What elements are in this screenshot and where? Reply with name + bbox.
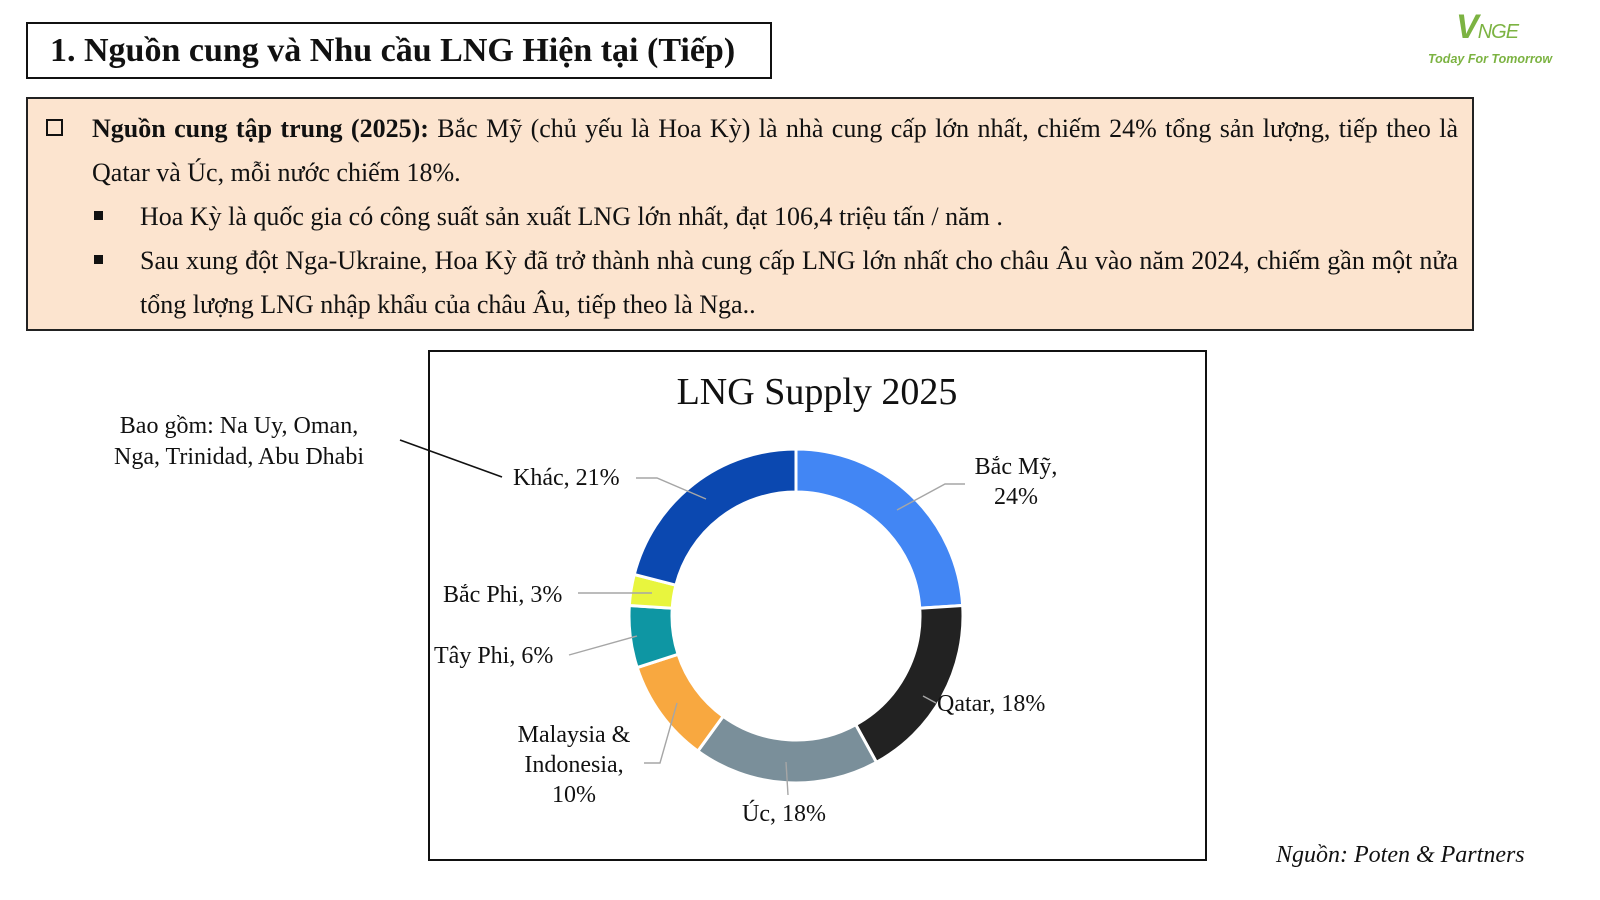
label-bac-my-line1: Bắc Mỹ,	[974, 454, 1058, 480]
label-uc: Úc, 18%	[742, 801, 826, 827]
info-lead: Nguồn cung tập trung (2025): Bắc Mỹ (chủ…	[92, 107, 1458, 195]
page-title: 1. Nguồn cung và Nhu cầu LNG Hiện tại (T…	[26, 22, 772, 79]
checkbox-bullet-icon	[46, 119, 63, 136]
leader-line-malaysia	[644, 702, 678, 764]
others-callout: Bao gồm: Na Uy, Oman, Nga, Trinidad, Abu…	[98, 411, 380, 473]
label-malaysia-line3: 10%	[552, 782, 596, 808]
info-bullet-2: Sau xung đột Nga-Ukraine, Hoa Kỳ đã trở …	[140, 246, 1458, 319]
chart-frame	[428, 350, 1207, 861]
callout-line-1: Bao gồm: Na Uy, Oman,	[119, 413, 359, 439]
info-lead-text: Bắc Mỹ (chủ yếu là Hoa Kỳ) là nhà cung c…	[92, 114, 1458, 187]
callout-pointer-line	[399, 439, 503, 478]
donut-slice-1	[794, 447, 965, 610]
info-box: Nguồn cung tập trung (2025): Bắc Mỹ (chủ…	[26, 97, 1474, 331]
info-bullet-1: Hoa Kỳ là quốc gia có công suất sản xuất…	[140, 202, 1003, 231]
donut-slice-4	[635, 652, 726, 754]
info-lead-bold: Nguồn cung tập trung (2025):	[92, 114, 429, 143]
square-bullet-icon	[94, 255, 103, 264]
donut-slice-7	[632, 447, 798, 587]
square-bullet-icon	[94, 211, 103, 220]
label-tay-phi: Tây Phi, 6%	[434, 643, 554, 669]
label-malaysia-indonesia: Malaysia & Indonesia, 10%	[504, 720, 644, 810]
leader-line-tay-phi	[568, 635, 638, 656]
logo-tagline: Today For Tomorrow	[1428, 52, 1553, 66]
brand-logo: VNGE Today For Tomorrow	[1428, 6, 1578, 76]
label-bac-my-line2: 24%	[994, 484, 1038, 510]
source-note: Nguồn: Poten & Partners	[1276, 842, 1525, 868]
donut-slice-2	[853, 603, 965, 765]
label-bac-my: Bắc Mỹ, 24%	[966, 452, 1066, 512]
label-malaysia-line2: Indonesia,	[524, 752, 624, 778]
label-malaysia-line1: Malaysia &	[517, 722, 631, 748]
leader-line-qatar	[922, 695, 937, 704]
chart-title: LNG Supply 2025	[676, 371, 958, 413]
callout-line-2: Nga, Trinidad, Abu Dhabi	[113, 444, 364, 470]
label-qatar: Qatar, 18%	[937, 691, 1046, 717]
leader-line-bac-my	[896, 483, 965, 511]
label-khac: Khác, 21%	[513, 465, 620, 491]
label-bac-phi: Bắc Phi, 3%	[443, 582, 563, 608]
leader-line-uc	[785, 761, 789, 796]
leader-line-khac	[636, 477, 707, 500]
logo-mark: VNGE	[1456, 8, 1519, 46]
